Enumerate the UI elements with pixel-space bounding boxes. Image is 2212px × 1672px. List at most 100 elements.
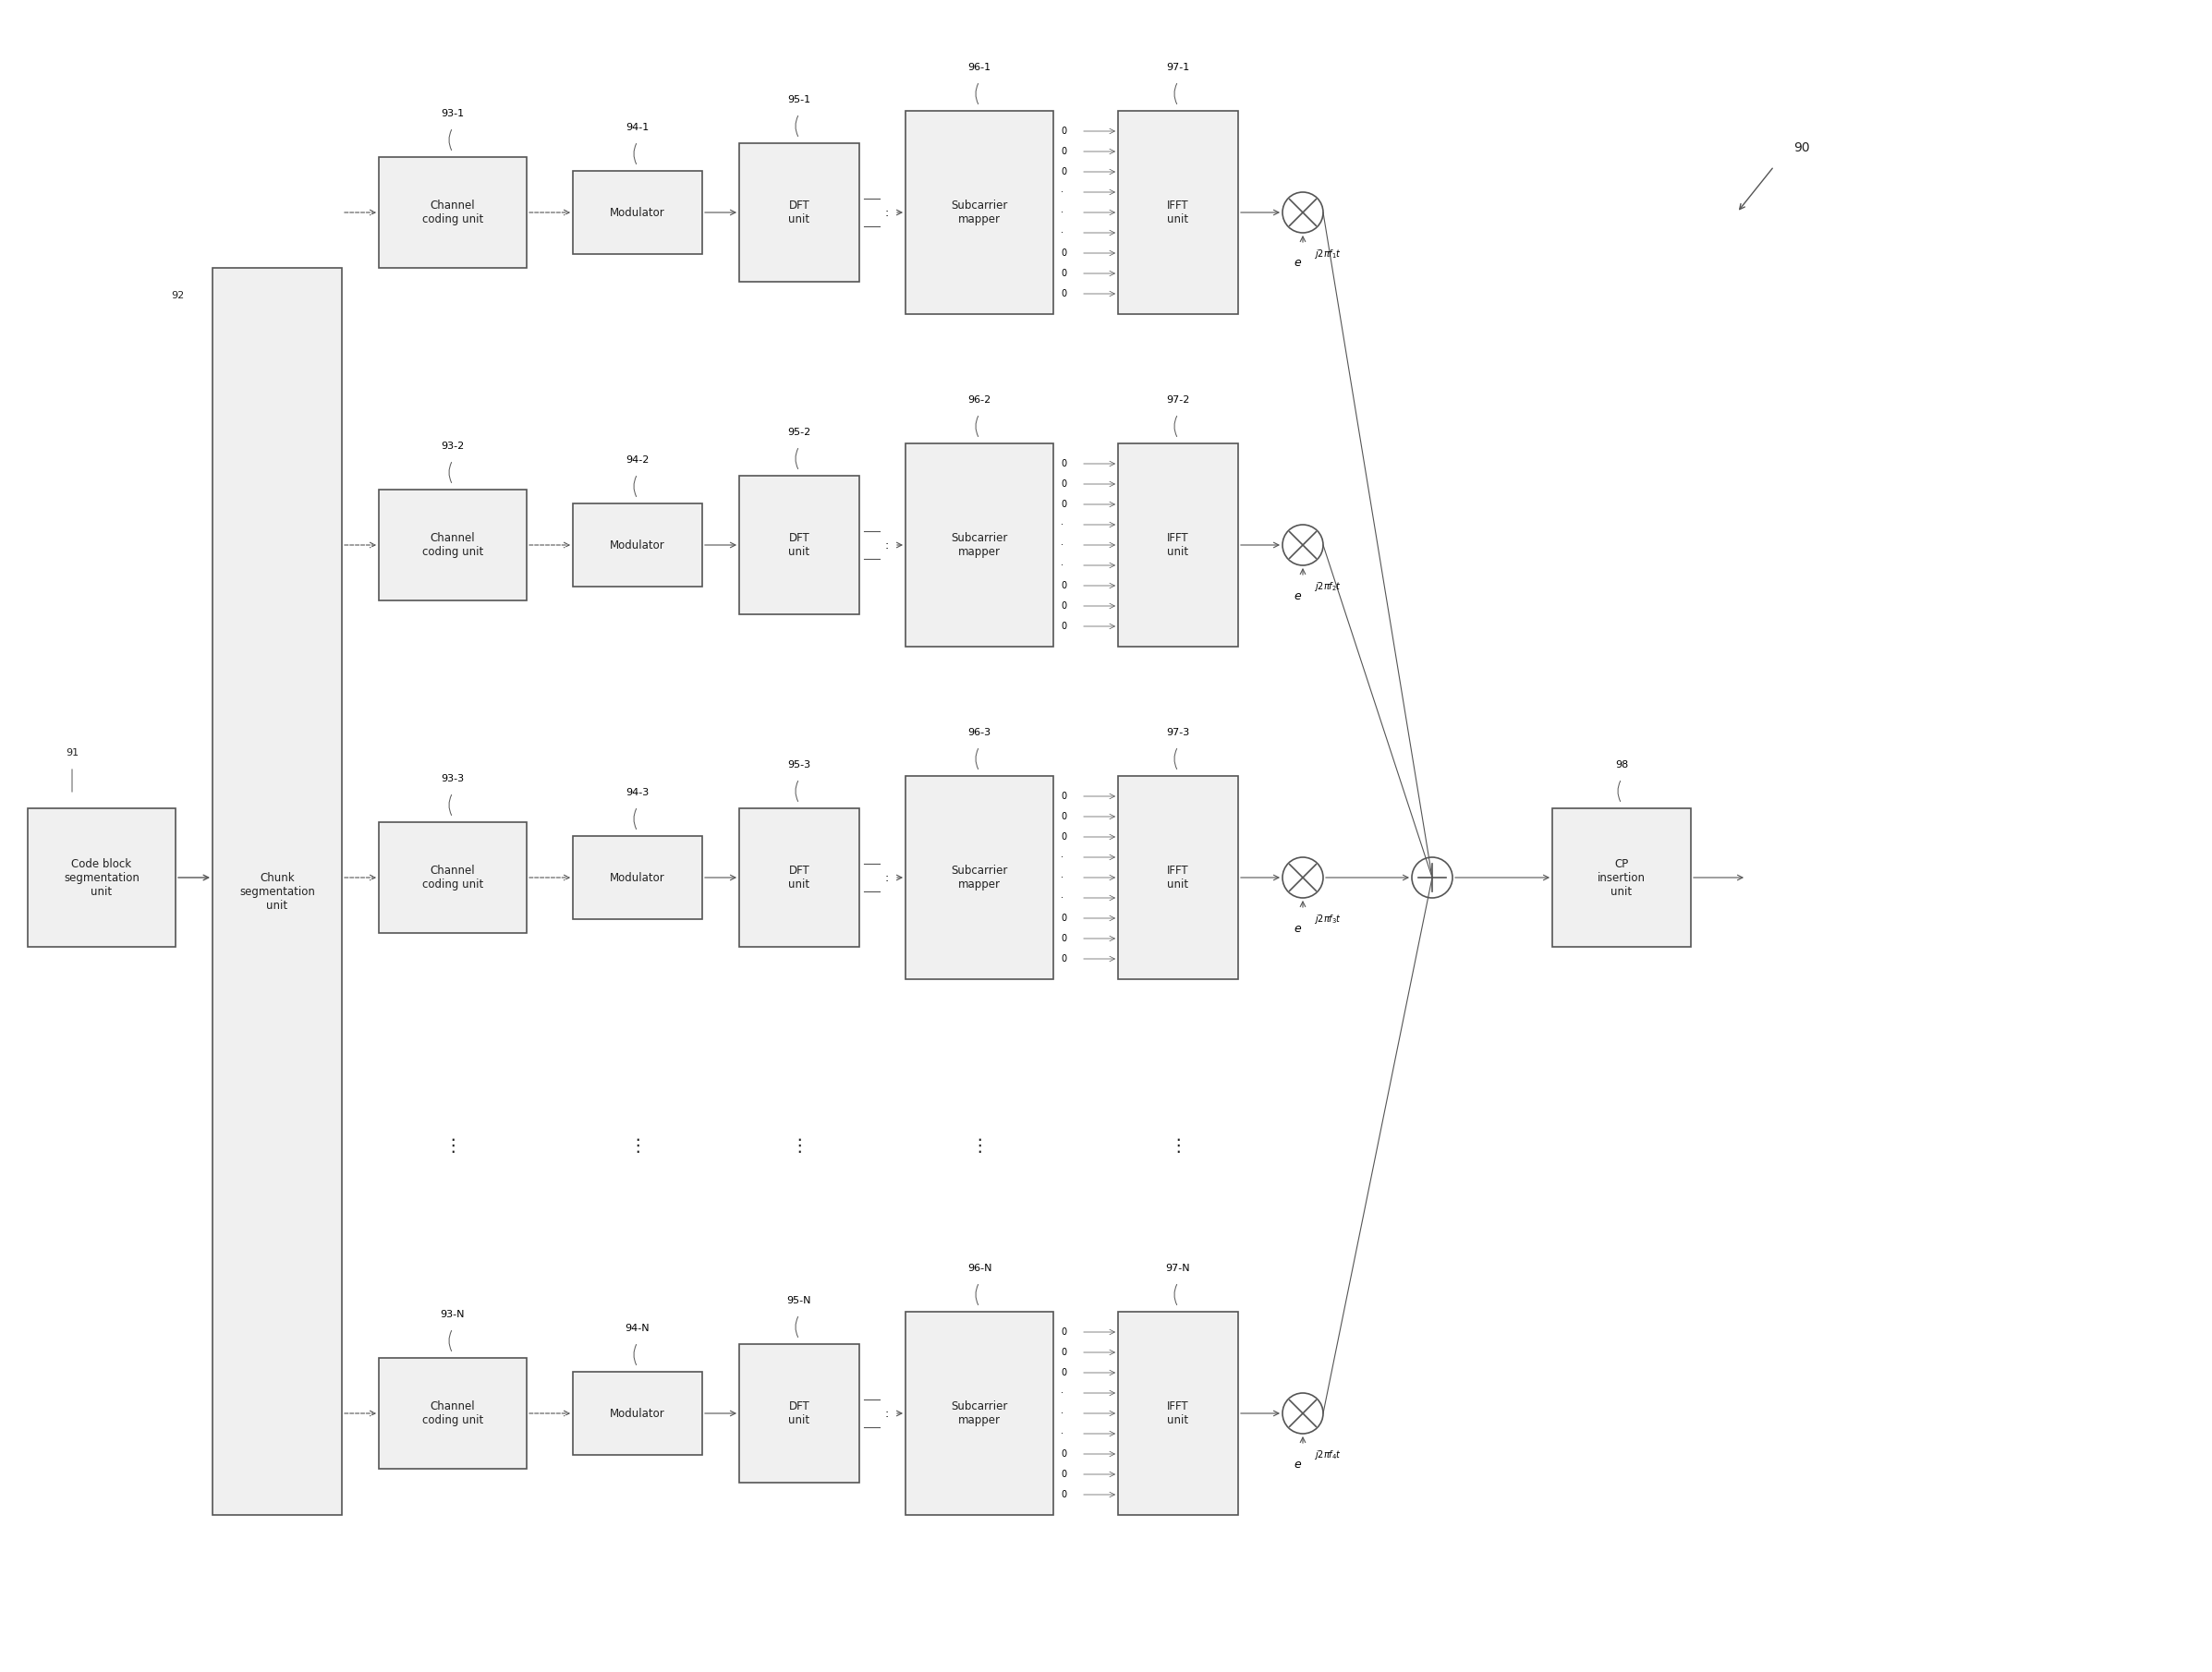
Text: ·: · xyxy=(1062,1409,1064,1418)
Text: 0: 0 xyxy=(1062,1368,1066,1378)
Text: 0: 0 xyxy=(1062,955,1066,963)
Text: 0: 0 xyxy=(1062,147,1066,155)
Text: 0: 0 xyxy=(1062,582,1066,590)
Text: 97-3: 97-3 xyxy=(1166,727,1190,737)
Text: 0: 0 xyxy=(1062,1450,1066,1458)
Text: 0: 0 xyxy=(1062,269,1066,278)
Text: 0: 0 xyxy=(1062,602,1066,610)
Text: 95-3: 95-3 xyxy=(787,761,812,769)
Text: 96-1: 96-1 xyxy=(969,64,991,72)
Text: DFT
unit: DFT unit xyxy=(787,864,810,891)
FancyBboxPatch shape xyxy=(739,144,858,283)
FancyBboxPatch shape xyxy=(1117,776,1239,980)
Text: 93-N: 93-N xyxy=(440,1309,465,1319)
Text: ·: · xyxy=(1062,560,1064,570)
Text: 95-2: 95-2 xyxy=(787,428,812,436)
Text: $j2\pi f_3t$: $j2\pi f_3t$ xyxy=(1314,913,1343,926)
Text: $e$: $e$ xyxy=(1294,257,1303,269)
Text: 97-2: 97-2 xyxy=(1166,395,1190,405)
Text: :: : xyxy=(885,871,889,883)
Text: ⋮: ⋮ xyxy=(445,1137,462,1154)
Text: :: : xyxy=(885,1408,889,1420)
Text: :: : xyxy=(885,538,889,552)
Text: 0: 0 xyxy=(1062,127,1066,135)
Text: 94-2: 94-2 xyxy=(626,455,650,465)
FancyBboxPatch shape xyxy=(1553,808,1690,946)
Text: 0: 0 xyxy=(1062,480,1066,488)
Text: IFFT
unit: IFFT unit xyxy=(1168,532,1190,558)
FancyBboxPatch shape xyxy=(378,1358,526,1468)
Text: ·: · xyxy=(1062,1388,1064,1398)
FancyBboxPatch shape xyxy=(739,477,858,614)
Text: ·: · xyxy=(1062,520,1064,530)
Text: 0: 0 xyxy=(1062,1490,1066,1500)
Text: ⋮: ⋮ xyxy=(971,1137,989,1154)
Text: 94-3: 94-3 xyxy=(626,788,648,798)
Text: 0: 0 xyxy=(1062,1328,1066,1336)
Text: 97-N: 97-N xyxy=(1166,1264,1190,1272)
FancyBboxPatch shape xyxy=(905,110,1053,314)
Text: 93-1: 93-1 xyxy=(440,109,465,119)
Text: 0: 0 xyxy=(1062,500,1066,508)
FancyBboxPatch shape xyxy=(1117,110,1239,314)
Text: $j2\pi f_1t$: $j2\pi f_1t$ xyxy=(1314,247,1343,261)
Text: Chunk
segmentation
unit: Chunk segmentation unit xyxy=(239,871,314,911)
Text: 0: 0 xyxy=(1062,935,1066,943)
Text: $j2\pi f_4t$: $j2\pi f_4t$ xyxy=(1314,1448,1343,1461)
Text: Channel
coding unit: Channel coding unit xyxy=(422,532,484,558)
Text: $e$: $e$ xyxy=(1294,923,1303,935)
Text: 93-2: 93-2 xyxy=(440,441,465,451)
Text: 92: 92 xyxy=(173,291,186,301)
Text: ⋮: ⋮ xyxy=(1170,1137,1188,1154)
Text: CP
insertion
unit: CP insertion unit xyxy=(1597,858,1646,898)
Text: 0: 0 xyxy=(1062,249,1066,257)
Text: 95-N: 95-N xyxy=(787,1296,812,1306)
Text: :: : xyxy=(885,206,889,219)
Text: 93-3: 93-3 xyxy=(440,774,465,784)
FancyBboxPatch shape xyxy=(378,490,526,600)
Text: Modulator: Modulator xyxy=(611,206,666,219)
Text: Subcarrier
mapper: Subcarrier mapper xyxy=(951,1401,1009,1426)
Text: 0: 0 xyxy=(1062,1348,1066,1358)
FancyBboxPatch shape xyxy=(905,443,1053,647)
Text: 96-2: 96-2 xyxy=(969,395,991,405)
Text: 0: 0 xyxy=(1062,791,1066,801)
Text: Subcarrier
mapper: Subcarrier mapper xyxy=(951,199,1009,226)
Text: ·: · xyxy=(1062,187,1064,197)
Text: Channel
coding unit: Channel coding unit xyxy=(422,199,484,226)
FancyBboxPatch shape xyxy=(1117,1313,1239,1515)
FancyBboxPatch shape xyxy=(573,836,701,920)
FancyBboxPatch shape xyxy=(1117,443,1239,647)
Text: IFFT
unit: IFFT unit xyxy=(1168,1401,1190,1426)
Text: 94-1: 94-1 xyxy=(626,122,648,132)
Text: 90: 90 xyxy=(1794,142,1809,154)
FancyBboxPatch shape xyxy=(573,503,701,587)
Text: DFT
unit: DFT unit xyxy=(787,199,810,226)
Text: 0: 0 xyxy=(1062,833,1066,841)
Text: 0: 0 xyxy=(1062,813,1066,821)
FancyBboxPatch shape xyxy=(905,1313,1053,1515)
Text: ·: · xyxy=(1062,1430,1064,1438)
Text: ⋮: ⋮ xyxy=(790,1137,807,1154)
Text: 95-1: 95-1 xyxy=(787,95,812,104)
Text: 0: 0 xyxy=(1062,289,1066,298)
Text: Subcarrier
mapper: Subcarrier mapper xyxy=(951,864,1009,891)
FancyBboxPatch shape xyxy=(573,171,701,254)
Text: ·: · xyxy=(1062,540,1064,550)
FancyBboxPatch shape xyxy=(739,1344,858,1483)
Text: 97-1: 97-1 xyxy=(1166,64,1190,72)
FancyBboxPatch shape xyxy=(573,1371,701,1455)
Text: Modulator: Modulator xyxy=(611,1408,666,1420)
Text: Subcarrier
mapper: Subcarrier mapper xyxy=(951,532,1009,558)
Text: ·: · xyxy=(1062,873,1064,883)
Text: DFT
unit: DFT unit xyxy=(787,1401,810,1426)
Text: ·: · xyxy=(1062,227,1064,237)
Text: ·: · xyxy=(1062,207,1064,217)
Text: $e$: $e$ xyxy=(1294,590,1303,602)
Text: 94-N: 94-N xyxy=(626,1324,650,1333)
FancyBboxPatch shape xyxy=(29,808,175,946)
Text: 96-N: 96-N xyxy=(967,1264,991,1272)
Text: DFT
unit: DFT unit xyxy=(787,532,810,558)
Text: Modulator: Modulator xyxy=(611,871,666,883)
Text: 0: 0 xyxy=(1062,460,1066,468)
